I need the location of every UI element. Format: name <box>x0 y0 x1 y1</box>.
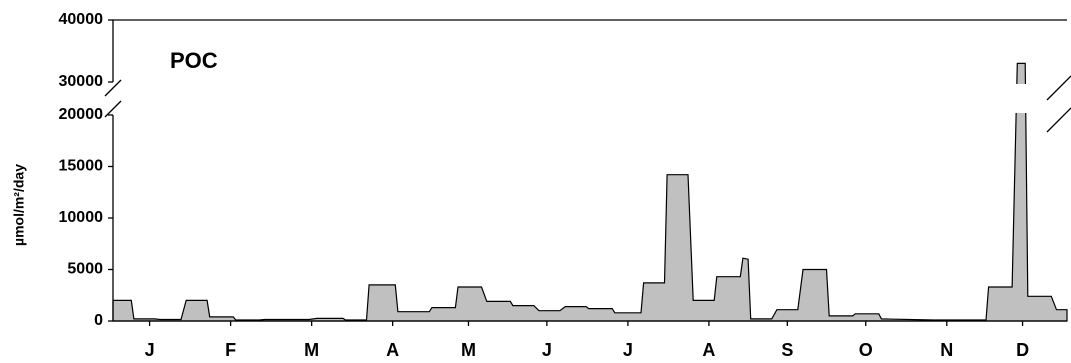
annotation: POC <box>170 48 218 73</box>
y-axis-label: µmol/m²/day <box>11 164 27 246</box>
x-tick-label: J <box>623 340 633 360</box>
x-tick-label: O <box>859 340 873 360</box>
x-tick-label: J <box>542 340 552 360</box>
y-tick-label: 20000 <box>59 106 104 123</box>
area <box>112 62 1068 322</box>
y-tick-label: 0 <box>94 312 103 329</box>
y-tick-label: 15000 <box>59 158 104 175</box>
x-tick-label: N <box>940 340 953 360</box>
y-tick-label: 40000 <box>59 11 104 28</box>
y-tick-label: 30000 <box>59 73 104 90</box>
x-tick-label: S <box>781 340 793 360</box>
break-mark <box>1046 107 1071 133</box>
axis-break-band <box>114 84 1068 113</box>
x-tick-label: F <box>225 340 236 360</box>
x-tick-label: D <box>1016 340 1029 360</box>
y-tick-label: 5000 <box>67 261 103 278</box>
break-mark <box>104 100 122 118</box>
x-tick-label: J <box>145 340 155 360</box>
y-tick-label: 10000 <box>59 209 104 226</box>
x-tick-label: A <box>386 340 399 360</box>
x-tick-label: M <box>461 340 476 360</box>
break-mark <box>1046 75 1071 101</box>
y-axis <box>112 19 1067 321</box>
break-mark <box>104 79 122 97</box>
x-tick-label: A <box>702 340 715 360</box>
x-tick-label: M <box>304 340 319 360</box>
